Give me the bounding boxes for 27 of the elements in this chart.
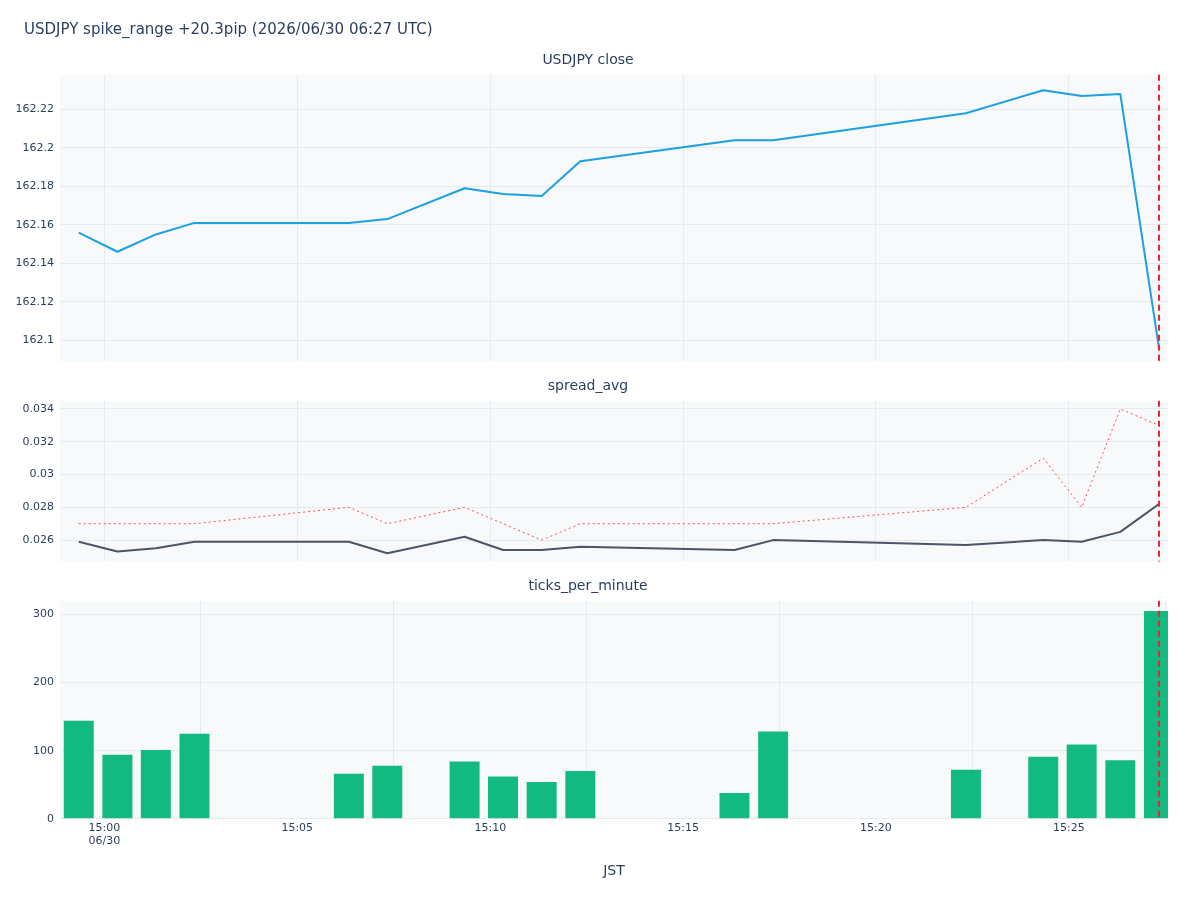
x-tick-label: 15:25 — [1053, 821, 1085, 835]
chart-title: ticks_per_minute — [528, 577, 648, 594]
chart-title: USDJPY close — [542, 51, 634, 68]
y-tick-label: 162.1 — [22, 333, 54, 347]
y-tick-label: 0.026 — [22, 532, 54, 546]
x-tick-label: 15:10 — [474, 821, 507, 835]
chart-title: spread_avg — [547, 377, 629, 394]
y-tick-label: 0.03 — [29, 467, 54, 481]
y-tick-label: 200 — [33, 675, 54, 689]
y-tick-label: 100 — [33, 743, 54, 757]
y-tick-label: 0 — [47, 811, 54, 825]
y-tick-label: 0.028 — [22, 500, 54, 514]
y-tick-label: 162.18 — [15, 179, 54, 193]
text: USDJPY spike_range +20.3pip (2026/06/30 06:27 UTC) — [23, 19, 434, 40]
x-tick-label: 15:15 — [667, 821, 699, 835]
y-tick-label: 300 — [33, 607, 54, 621]
y-tick-label: 162.22 — [15, 102, 54, 116]
x-axis-title: JST — [602, 862, 626, 879]
x-tick-label: 15:00 06/30 — [88, 821, 121, 848]
y-tick-label: 162.12 — [15, 294, 54, 308]
x-tick-label: 15:20 — [860, 821, 892, 835]
y-tick-label: 0.032 — [22, 434, 54, 448]
y-tick-label: 162.16 — [15, 217, 54, 231]
y-tick-label: 162.14 — [15, 256, 54, 270]
x-tick-label: 15:05 — [281, 821, 314, 835]
y-tick-label: 162.2 — [22, 140, 54, 154]
y-tick-label: 0.034 — [22, 401, 54, 415]
